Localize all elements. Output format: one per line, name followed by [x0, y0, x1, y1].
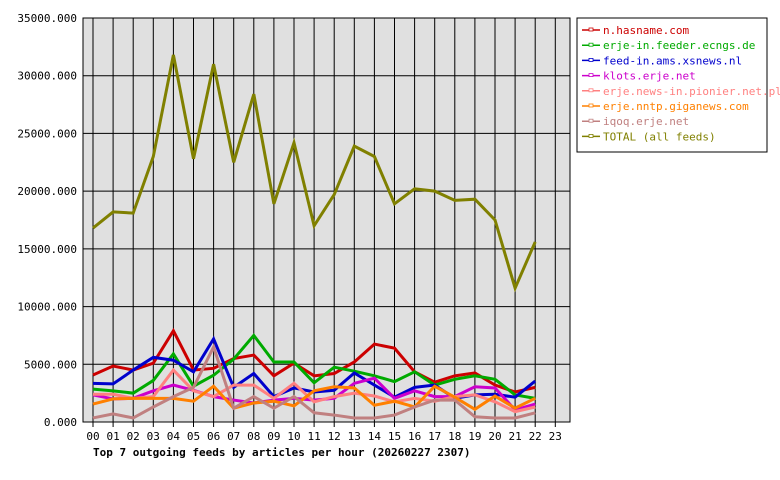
x-tick-label: 15 [388, 430, 401, 443]
legend-box [576, 17, 768, 153]
legend-entry: n.hasname.com [603, 24, 689, 37]
x-tick-label: 13 [348, 430, 361, 443]
x-tick-label: 03 [147, 430, 160, 443]
legend-marker [588, 103, 594, 108]
x-tick-label: 23 [549, 430, 562, 443]
x-tick-label: 19 [468, 430, 481, 443]
x-tick-label: 08 [247, 430, 260, 443]
legend-marker [588, 133, 594, 138]
x-tick-label: 22 [529, 430, 542, 443]
x-tick-label: 01 [106, 430, 119, 443]
legend-marker [588, 42, 594, 47]
chart-title: Top 7 outgoing feeds by articles per hou… [93, 446, 471, 459]
x-tick-label: 00 [86, 430, 99, 443]
legend-marker [588, 88, 594, 93]
legend-entry: erje.nntp.giganews.com [603, 100, 749, 113]
x-tick-label: 20 [488, 430, 501, 443]
x-tick-label: 04 [167, 430, 181, 443]
y-tick-label: 25000.000 [17, 127, 77, 140]
legend-marker [588, 118, 594, 123]
x-tick-label: 02 [127, 430, 140, 443]
legend-marker [588, 27, 594, 32]
legend-marker [588, 73, 594, 77]
y-tick-label: 10000.000 [17, 301, 77, 314]
x-tick-label: 16 [408, 430, 421, 443]
x-tick-label: 05 [187, 430, 200, 443]
x-tick-label: 17 [428, 430, 441, 443]
x-tick-label: 21 [508, 430, 521, 443]
legend-entry: feed-in.ams.xsnews.nl [603, 54, 742, 67]
legend-entry: erje-in.feeder.ecngs.de [603, 39, 755, 52]
x-tick-label: 11 [307, 430, 320, 443]
x-tick-label: 07 [227, 430, 240, 443]
legend-entry: klots.erje.net [603, 70, 696, 83]
y-tick-label: 30000.000 [17, 70, 77, 83]
y-tick-label: 35000.000 [17, 12, 77, 25]
x-tick-label: 14 [368, 430, 382, 443]
x-tick-label: 06 [207, 430, 220, 443]
y-tick-label: 20000.000 [17, 185, 77, 198]
x-tick-label: 18 [448, 430, 461, 443]
x-tick-label: 12 [328, 430, 341, 443]
y-tick-label: 5000.000 [24, 358, 77, 371]
plot-area [82, 17, 571, 423]
y-tick-label: 15000.000 [17, 243, 77, 256]
legend-entry: iqoq.erje.net [603, 115, 689, 128]
x-tick-label: 10 [287, 430, 300, 443]
y-tick-label: 0.000 [44, 416, 77, 429]
legend-marker [588, 58, 594, 62]
legend-entry: TOTAL (all feeds) [603, 130, 716, 143]
x-tick-label: 09 [267, 430, 280, 443]
legend-entry: erje.news-in.pionier.net.pl [603, 85, 780, 98]
